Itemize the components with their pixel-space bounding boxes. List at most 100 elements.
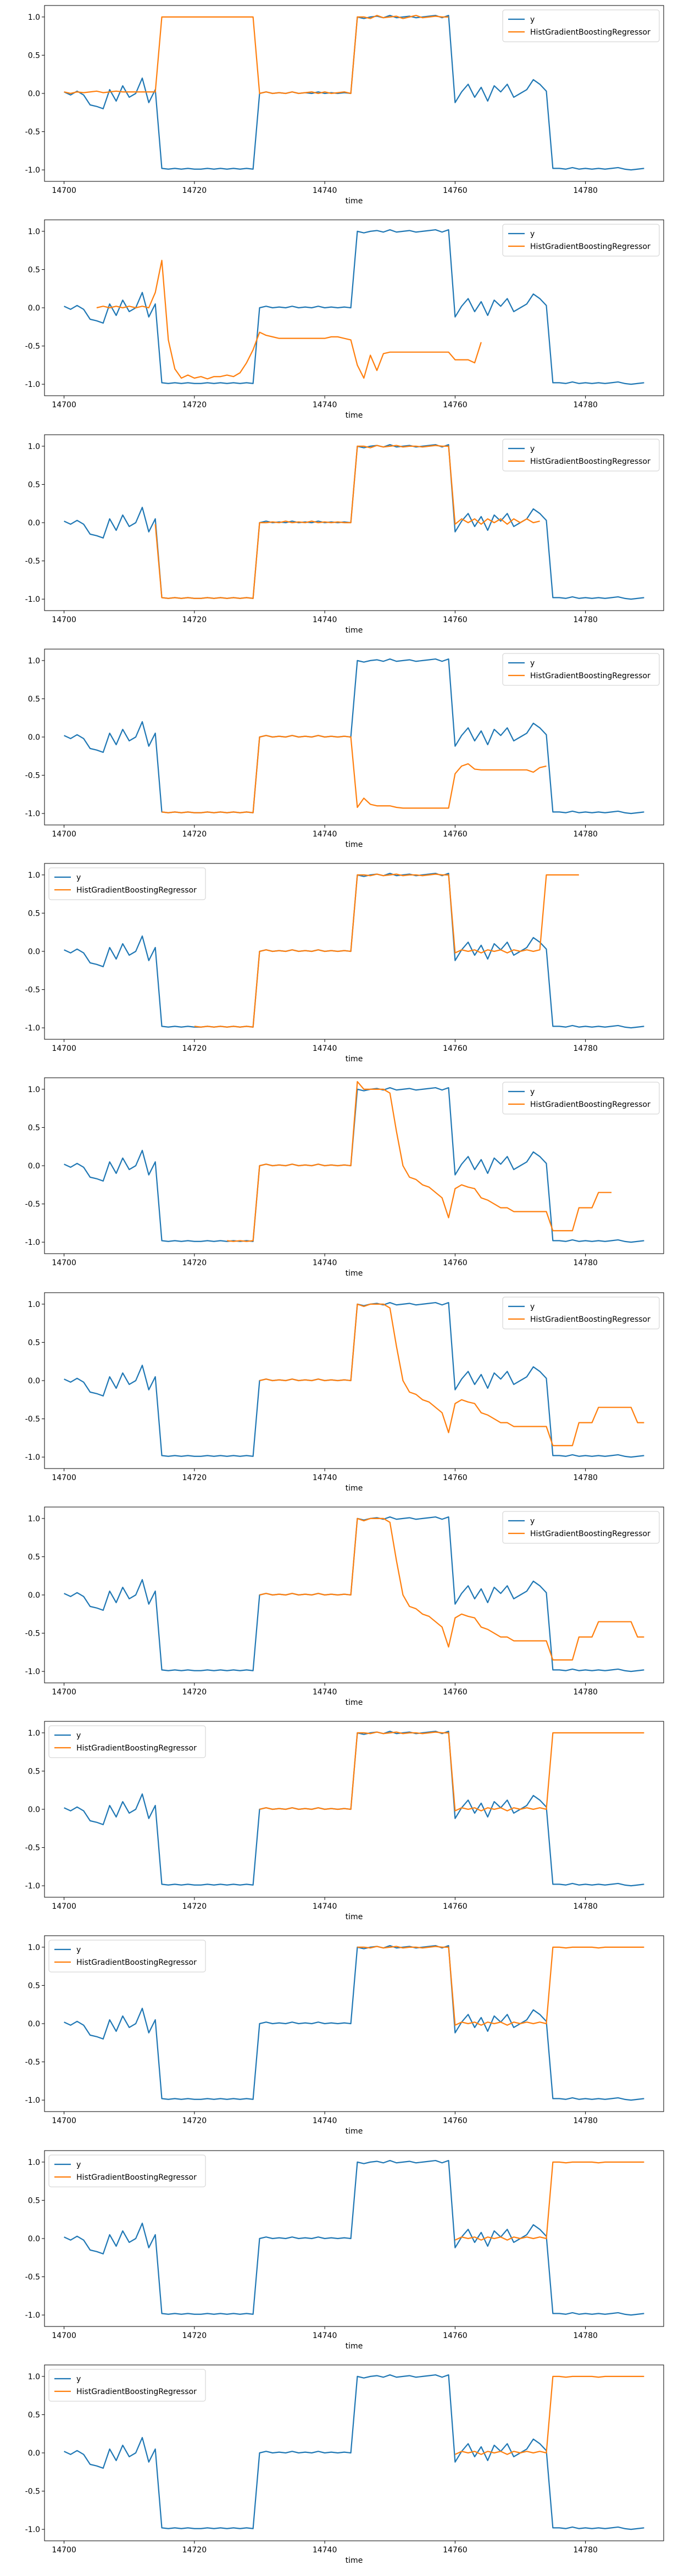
chart-4: -1.0 -0.5 0.0 0.5 1.0 14700 14720 14740 14760 147… bbox=[25, 649, 664, 849]
legend-box bbox=[502, 224, 660, 257]
x-tick-label: 14760 bbox=[443, 830, 468, 839]
x-tick-label: 14720 bbox=[182, 616, 207, 624]
series-line-hgbr bbox=[96, 259, 482, 380]
y-tick-label: 1.0 bbox=[28, 228, 40, 236]
chart-10: -1.0 -0.5 0.0 0.5 1.0 14700 14720 14740 14760 147… bbox=[25, 1935, 664, 2136]
x-tick-label: 14760 bbox=[443, 1044, 468, 1053]
legend-box bbox=[502, 653, 660, 686]
y-tick-label: 0.0 bbox=[28, 2020, 40, 2029]
y-tick-label: -1.0 bbox=[25, 1882, 40, 1891]
x-axis-label: time bbox=[346, 2342, 363, 2351]
x-tick-label: 14720 bbox=[182, 186, 207, 195]
series-group bbox=[64, 2374, 644, 2530]
x-tick-label: 14760 bbox=[443, 616, 468, 624]
x-tick-label: 14740 bbox=[313, 1473, 337, 1482]
legend: y HistGradientBoostingRegressor bbox=[502, 9, 660, 42]
chart-8: -1.0 -0.5 0.0 0.5 1.0 14700 14720 14740 14760 147… bbox=[25, 1506, 664, 1707]
x-tick-label: 14740 bbox=[313, 186, 337, 195]
series-group bbox=[64, 444, 644, 600]
x-tick-label: 14700 bbox=[52, 186, 76, 195]
legend-label: y bbox=[530, 659, 535, 668]
y-tick-label: -1.0 bbox=[25, 380, 40, 389]
x-axis-label: time bbox=[346, 1913, 363, 1921]
y-tick-label: 0.5 bbox=[28, 1767, 40, 1776]
y-tick-label: 0.0 bbox=[28, 1591, 40, 1600]
legend-label: HistGradientBoostingRegressor bbox=[530, 1530, 650, 1538]
y-tick-label: -1.0 bbox=[25, 810, 40, 818]
y-tick-label: -1.0 bbox=[25, 1024, 40, 1033]
x-tick-label: 14780 bbox=[573, 401, 598, 409]
series-line-y bbox=[64, 658, 644, 815]
x-tick-label: 14760 bbox=[443, 1902, 468, 1911]
y-tick-label: -1.0 bbox=[25, 2525, 40, 2534]
x-tick-label: 14780 bbox=[573, 1473, 598, 1482]
x-tick-label: 14740 bbox=[313, 2331, 337, 2340]
x-tick-label: 14780 bbox=[573, 186, 598, 195]
y-tick-label: -1.0 bbox=[25, 2311, 40, 2320]
y-tick-label: -1.0 bbox=[25, 2096, 40, 2105]
x-tick-label: 14760 bbox=[443, 2117, 468, 2125]
x-tick-label: 14700 bbox=[52, 401, 76, 409]
legend: y HistGradientBoostingRegressor bbox=[48, 867, 206, 900]
x-axis-label: time bbox=[346, 840, 363, 849]
y-tick-label: 1.0 bbox=[28, 442, 40, 451]
x-tick-label: 14740 bbox=[313, 830, 337, 839]
x-tick-label: 14700 bbox=[52, 2546, 76, 2555]
y-tick-label: -0.5 bbox=[25, 986, 40, 995]
y-tick-label: -1.0 bbox=[25, 1668, 40, 1676]
legend-label: HistGradientBoostingRegressor bbox=[76, 2387, 197, 2396]
x-tick-label: 14780 bbox=[573, 1259, 598, 1267]
y-tick-label: -0.5 bbox=[25, 1200, 40, 1209]
legend-label: HistGradientBoostingRegressor bbox=[530, 1315, 650, 1324]
legend-label: y bbox=[530, 1517, 535, 1526]
x-tick-label: 14780 bbox=[573, 1688, 598, 1697]
legend: y HistGradientBoostingRegressor bbox=[502, 653, 660, 686]
x-tick-label: 14720 bbox=[182, 1902, 207, 1911]
y-tick-label: 0.0 bbox=[28, 948, 40, 956]
legend-label: HistGradientBoostingRegressor bbox=[530, 28, 650, 37]
y-tick-label: 0.5 bbox=[28, 1553, 40, 1561]
x-tick-label: 14720 bbox=[182, 1473, 207, 1482]
y-tick-label: 0.0 bbox=[28, 519, 40, 528]
x-tick-label: 14700 bbox=[52, 1688, 76, 1697]
x-tick-label: 14780 bbox=[573, 2546, 598, 2555]
series-line-y bbox=[64, 2159, 644, 2316]
x-tick-label: 14780 bbox=[573, 830, 598, 839]
y-tick-label: -0.5 bbox=[25, 1630, 40, 1638]
x-tick-label: 14700 bbox=[52, 1902, 76, 1911]
x-tick-label: 14700 bbox=[52, 2331, 76, 2340]
legend-label: y bbox=[530, 1303, 535, 1311]
y-tick-label: -1.0 bbox=[25, 595, 40, 604]
legend: y HistGradientBoostingRegressor bbox=[48, 1725, 206, 1758]
legend-box bbox=[48, 1725, 206, 1758]
y-tick-label: 0.0 bbox=[28, 733, 40, 742]
y-tick-label: 0.0 bbox=[28, 1377, 40, 1386]
legend: y HistGradientBoostingRegressor bbox=[502, 1082, 660, 1115]
y-tick-label: 0.0 bbox=[28, 2235, 40, 2243]
series-group bbox=[64, 1730, 644, 1887]
legend-label: y bbox=[530, 15, 535, 24]
y-tick-label: 1.0 bbox=[28, 1943, 40, 1952]
y-tick-label: -0.5 bbox=[25, 2273, 40, 2282]
x-tick-label: 14740 bbox=[313, 1044, 337, 1053]
legend-label: HistGradientBoostingRegressor bbox=[76, 886, 197, 895]
x-axis-label: time bbox=[346, 1484, 363, 1493]
y-tick-label: 0.5 bbox=[28, 695, 40, 703]
x-tick-label: 14760 bbox=[443, 401, 468, 409]
y-tick-label: 0.5 bbox=[28, 1338, 40, 1347]
x-tick-label: 14780 bbox=[573, 616, 598, 624]
x-tick-label: 14720 bbox=[182, 1044, 207, 1053]
y-tick-label: 1.0 bbox=[28, 1300, 40, 1309]
x-tick-label: 14760 bbox=[443, 1473, 468, 1482]
y-tick-label: 0.0 bbox=[28, 2449, 40, 2458]
x-axis-label: time bbox=[346, 2556, 363, 2565]
series-line-y bbox=[64, 2374, 644, 2530]
x-tick-label: 14740 bbox=[313, 616, 337, 624]
x-tick-label: 14780 bbox=[573, 2331, 598, 2340]
series-group bbox=[64, 1301, 644, 1458]
x-tick-label: 14780 bbox=[573, 1902, 598, 1911]
legend-box bbox=[502, 9, 660, 42]
x-tick-label: 14780 bbox=[573, 1044, 598, 1053]
y-tick-label: -0.5 bbox=[25, 1844, 40, 1853]
series-group bbox=[64, 229, 644, 385]
